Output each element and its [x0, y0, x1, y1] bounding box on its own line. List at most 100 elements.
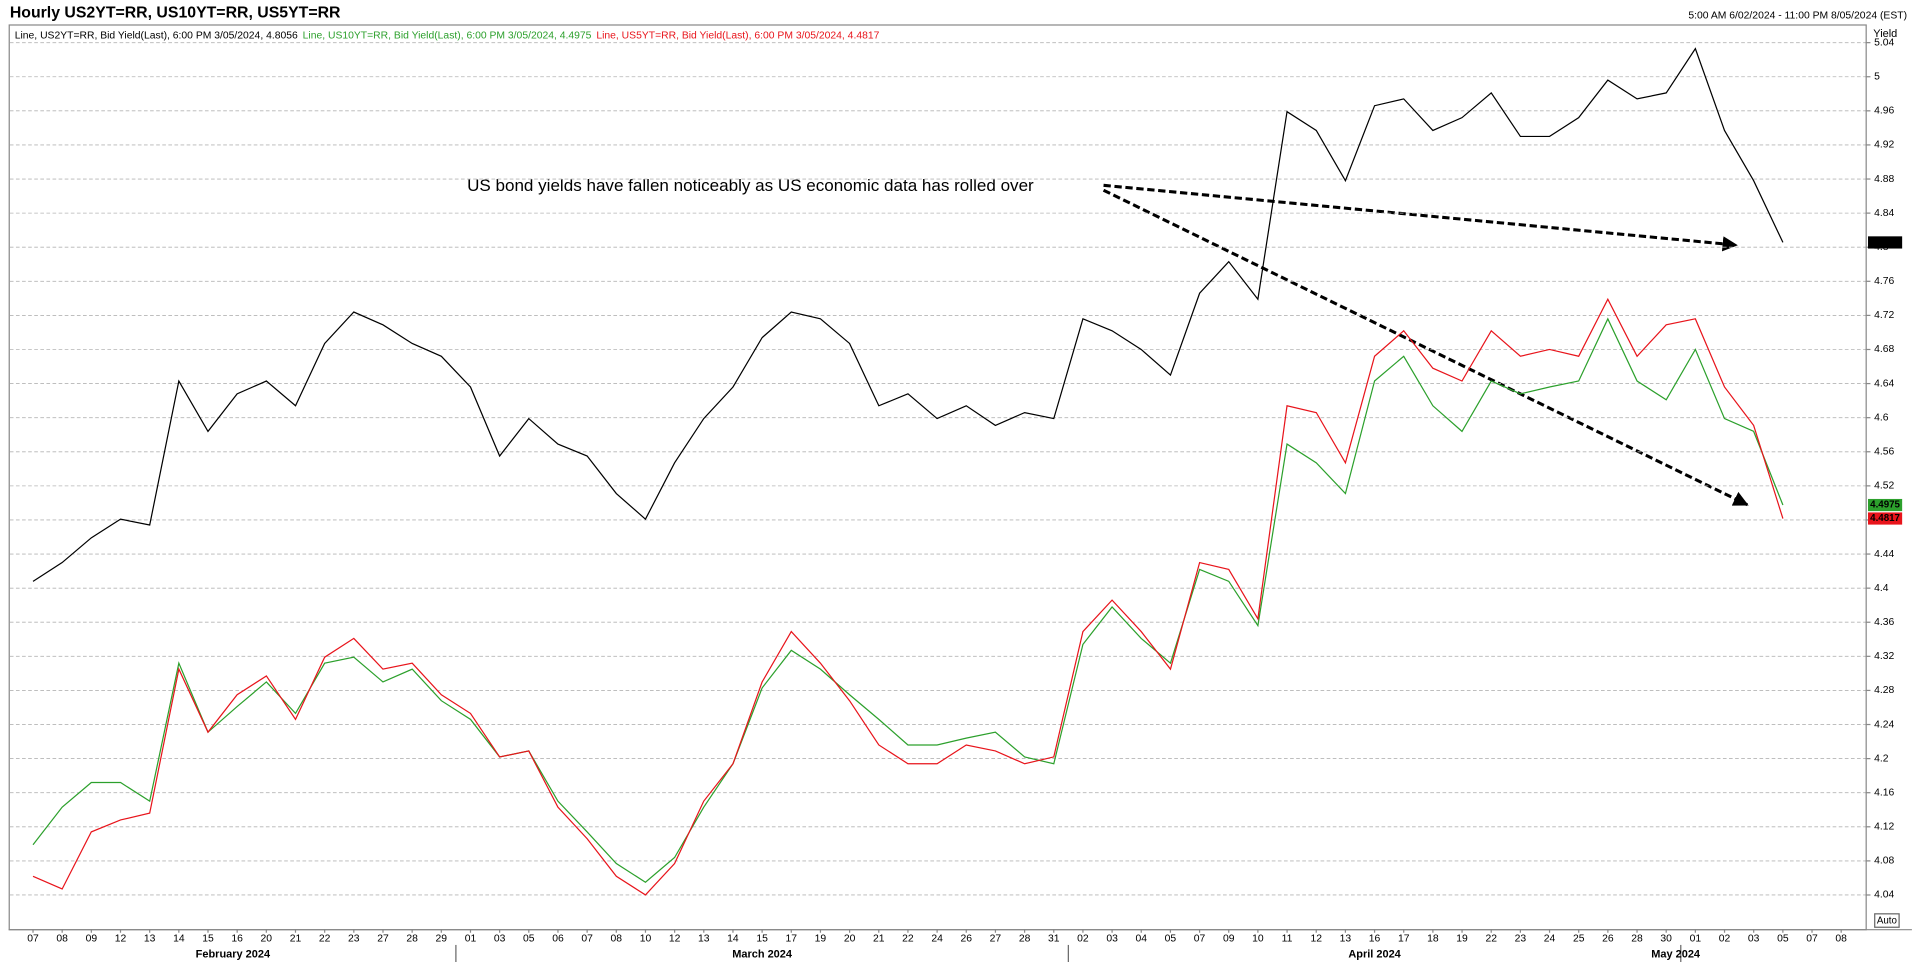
- x-tick-label: 07: [1806, 934, 1818, 945]
- x-tick-label: 28: [1631, 934, 1643, 945]
- month-label: May 2024: [1651, 949, 1701, 961]
- series-line: [32, 47, 1784, 582]
- auto-button[interactable]: [1874, 913, 1900, 928]
- x-tick-label: 08: [56, 934, 68, 945]
- last-value-box: [1868, 236, 1903, 249]
- x-tick-label: 15: [202, 934, 214, 945]
- x-tick-label: 22: [1485, 934, 1497, 945]
- x-tick-label: 12: [669, 934, 681, 945]
- x-tick-label: 27: [990, 934, 1002, 945]
- y-tick-label: 5: [1874, 71, 1880, 82]
- x-tick-label: 31: [1048, 934, 1060, 945]
- y-tick-label: 4.12: [1874, 822, 1894, 833]
- x-tick-label: 09: [86, 934, 98, 945]
- x-tick-label: 27: [377, 934, 389, 945]
- x-tick-label: 05: [1165, 934, 1177, 945]
- x-tick-label: 12: [1310, 934, 1322, 945]
- y-tick-label: 4.72: [1874, 310, 1894, 321]
- y-tick-label: 4.28: [1874, 685, 1894, 696]
- x-tick-label: 13: [1340, 934, 1352, 945]
- x-tick-label: 13: [698, 934, 710, 945]
- x-tick-label: 05: [1777, 934, 1789, 945]
- x-tick-label: 01: [1690, 934, 1702, 945]
- x-tick-label: 14: [727, 934, 739, 945]
- y-tick-label: 4.92: [1874, 140, 1894, 151]
- x-tick-label: 03: [1106, 934, 1118, 945]
- x-tick-label: 17: [1398, 934, 1410, 945]
- x-tick-label: 06: [552, 934, 564, 945]
- y-tick-label: 4.52: [1874, 481, 1894, 492]
- annotation-arrow: [1102, 188, 1749, 507]
- x-tick-label: 28: [406, 934, 418, 945]
- y-tick-label: 4.16: [1874, 787, 1894, 798]
- y-tick-label: 4.4: [1874, 583, 1889, 594]
- last-value-box: [1868, 512, 1903, 525]
- x-tick-label: 18: [1427, 934, 1439, 945]
- y-tick-label: 4.36: [1874, 617, 1894, 628]
- x-tick-label: 20: [261, 934, 273, 945]
- x-tick-label: 10: [640, 934, 652, 945]
- x-tick-label: 22: [902, 934, 914, 945]
- x-tick-label: 17: [786, 934, 798, 945]
- legend-entry: Line, US5YT=RR, Bid Yield(Last), 6:00 PM…: [596, 30, 879, 41]
- x-tick-label: 26: [960, 934, 972, 945]
- auto-button-label[interactable]: Auto: [1877, 916, 1898, 927]
- x-tick-label: 07: [1194, 934, 1206, 945]
- x-tick-label: 15: [756, 934, 768, 945]
- x-tick-label: 23: [348, 934, 360, 945]
- x-tick-label: 10: [1252, 934, 1264, 945]
- x-tick-label: 28: [1019, 934, 1031, 945]
- chart-title: Hourly US2YT=RR, US10YT=RR, US5YT=RR: [10, 5, 341, 22]
- x-tick-label: 23: [1515, 934, 1527, 945]
- annotation: US bond yields have fallen noticeably as…: [467, 176, 1034, 195]
- y-tick-label: 4.84: [1874, 208, 1894, 219]
- date-range: 5:00 AM 6/02/2024 - 11:00 PM 8/05/2024 (…: [1688, 11, 1907, 22]
- x-tick-label: 16: [231, 934, 243, 945]
- x-tick-label: 16: [1369, 934, 1381, 945]
- x-tick-label: 05: [523, 934, 535, 945]
- last-value-box: [1868, 498, 1903, 512]
- x-tick-label: 24: [931, 934, 943, 945]
- month-label: March 2024: [732, 949, 793, 961]
- y-tick-label: 4.44: [1874, 549, 1894, 560]
- x-tick-label: 19: [1456, 934, 1468, 945]
- series-line: [32, 297, 1784, 896]
- y-tick-label: 4.08: [1874, 856, 1894, 867]
- x-tick-label: 21: [290, 934, 302, 945]
- y-tick-label: 4.76: [1874, 276, 1894, 287]
- x-tick-label: 26: [1602, 934, 1614, 945]
- x-tick-label: 03: [494, 934, 506, 945]
- month-label: February 2024: [196, 949, 271, 961]
- y-tick-label: 4.24: [1874, 719, 1894, 730]
- x-tick-label: 20: [844, 934, 856, 945]
- x-tick-label: 08: [1835, 934, 1847, 945]
- annotation-arrow: [1103, 183, 1738, 252]
- x-tick-label: 04: [1135, 934, 1147, 945]
- last-value-label: 4.4975: [1870, 500, 1900, 511]
- x-tick-label: 07: [581, 934, 593, 945]
- x-tick-label: 12: [115, 934, 127, 945]
- y-tick-label: 4.04: [1874, 890, 1894, 901]
- y-tick-label: 4.2: [1874, 753, 1889, 764]
- x-tick-label: 24: [1544, 934, 1556, 945]
- y-tick-label: 4.6: [1874, 412, 1889, 423]
- x-tick-label: 02: [1077, 934, 1089, 945]
- series-line: [32, 317, 1784, 884]
- x-tick-label: 11: [1282, 934, 1293, 945]
- legend-entry: Line, US10YT=RR, Bid Yield(Last), 6:00 P…: [303, 30, 592, 41]
- x-tick-label: 21: [873, 934, 885, 945]
- y-tick-label: 5.04: [1874, 37, 1894, 48]
- y-axis-label: Yield: [1873, 28, 1897, 40]
- x-tick-label: 08: [611, 934, 623, 945]
- x-tick-label: 14: [173, 934, 185, 945]
- y-tick-label: 4.68: [1874, 344, 1894, 355]
- x-tick-label: 29: [436, 934, 448, 945]
- y-tick-label: 4.96: [1874, 106, 1894, 117]
- x-tick-label: 19: [815, 934, 827, 945]
- x-tick-label: 01: [465, 934, 477, 945]
- legend: Line, US2YT=RR, Bid Yield(Last), 6:00 PM…: [15, 30, 880, 41]
- x-tick-label: 30: [1660, 934, 1672, 945]
- last-value-label: 4.8056: [1870, 237, 1900, 248]
